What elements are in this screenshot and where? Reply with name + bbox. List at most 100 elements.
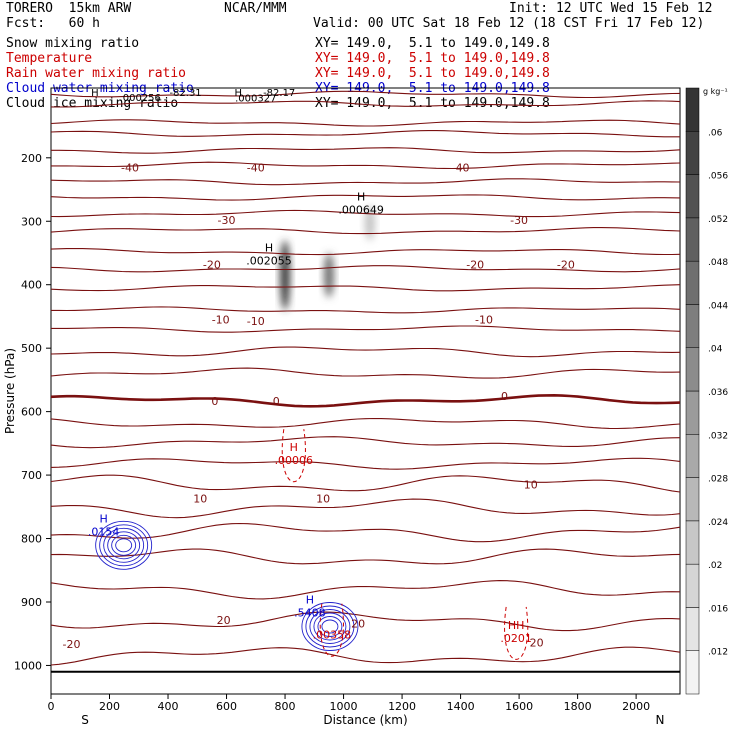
temperature-contour [50, 130, 680, 138]
top-label: .000327 [235, 94, 276, 105]
y-axis-label: Pressure (hPa) [3, 348, 17, 434]
temperature-contour [50, 194, 681, 201]
top-label: -82.31 [169, 88, 201, 99]
y-tick-label: 600 [21, 406, 42, 419]
colorbar-segment [685, 434, 700, 478]
y-tick-label: 900 [21, 596, 42, 609]
temperature-label: 10 [193, 493, 207, 506]
cloud-water-contour [115, 538, 133, 553]
temperature-contour [50, 646, 681, 666]
north-label: N [656, 713, 665, 727]
temperature-contour [50, 393, 681, 408]
temperature-contour [50, 498, 681, 519]
x-tick-label: 600 [216, 700, 237, 713]
valid-time: Valid: 00 UTC Sat 18 Feb 12 (18 CST Fri … [313, 16, 705, 31]
extremum-letter: H [357, 191, 365, 204]
extremum-value: .00006 [275, 454, 314, 467]
temperature-label: 0 [501, 390, 508, 403]
x-axis-label: Distance (km) [323, 713, 407, 727]
temperature-label: 20 [351, 618, 365, 631]
extremum-value: .0201 [500, 632, 532, 645]
temperature-label: 10 [316, 493, 330, 506]
temperature-label: -10 [212, 314, 230, 327]
colorbar-segment [685, 217, 700, 262]
y-tick-label: 200 [21, 152, 42, 165]
legend-snow: Snow mixing ratio [6, 36, 140, 51]
colorbar-segment [685, 260, 700, 305]
temperature-label: -10 [247, 315, 265, 328]
cloud-water-contour [321, 619, 339, 634]
temperature-label: -40 [247, 161, 265, 174]
temperature-contour [50, 209, 681, 218]
colorbar-segment [685, 131, 700, 175]
x-tick-label: 1200 [388, 700, 416, 713]
extremum-letter: H [290, 441, 298, 454]
temperature-label: 10 [524, 479, 538, 492]
init-time: Init: 12 UTC Wed 15 Feb 12 [509, 1, 713, 16]
x-tick-label: 1400 [447, 700, 475, 713]
colorbar-segment [685, 650, 700, 695]
colorbar-tick-label: .032 [708, 431, 728, 441]
colorbar-tick-label: .012 [708, 648, 728, 658]
colorbar-segment [685, 347, 700, 392]
extremum-value: .000649 [338, 204, 384, 217]
temperature-label: -30 [218, 214, 236, 227]
temperature-contour [50, 611, 681, 632]
cloud-water-contour [305, 605, 355, 648]
temperature-contour [50, 227, 681, 235]
colorbar-segment [685, 563, 700, 608]
temperature-label: -20 [557, 258, 575, 271]
legend-snow-xy: XY= 149.0, 5.1 to 149.0,149.8 [315, 36, 550, 51]
colorbar-segment [685, 520, 700, 565]
top-label: H [234, 88, 242, 99]
colorbar-segment [685, 87, 700, 132]
ice-shading [323, 252, 334, 298]
temperature-contour [51, 325, 681, 333]
temperature-label: -20 [203, 258, 221, 271]
x-tick-label: 200 [99, 700, 120, 713]
colorbar-segment [685, 477, 700, 522]
y-tick-label: 500 [21, 342, 42, 355]
temperature-contour [50, 474, 681, 493]
temperature-contour [50, 265, 681, 273]
temperature-label: -30 [510, 214, 528, 227]
temperature-contour [50, 457, 681, 470]
cloud-water-contour [95, 520, 153, 570]
colorbar-unit: g kg⁻¹ [703, 87, 728, 96]
legend-cloud-ice: Cloud ice mixing ratio [6, 96, 179, 111]
temperature-label: 0 [211, 395, 218, 408]
x-tick-label: 0 [48, 700, 55, 713]
extremum-value: .00358 [313, 629, 352, 642]
extremum-value: .002055 [246, 254, 292, 267]
legend-cloud-ice-xy: XY= 149.0, 5.1 to 149.0,149.8 [315, 96, 550, 111]
temperature-contour [50, 346, 681, 358]
y-tick-label: 800 [21, 533, 42, 546]
top-label: H [91, 88, 99, 99]
temperature-contour [50, 90, 681, 99]
y-tick-label: 300 [21, 215, 42, 228]
x-tick-label: 2000 [622, 700, 650, 713]
x-tick-label: 1800 [564, 700, 592, 713]
temperature-label: -40 [121, 161, 139, 174]
colorbar-segment [685, 390, 700, 435]
cloud-water-contour [103, 527, 145, 563]
rain-contour [504, 606, 529, 660]
extremum-letter: H [100, 512, 108, 525]
x-tick-label: 1600 [505, 700, 533, 713]
colorbar-tick-label: .024 [708, 518, 728, 528]
temperature-contour [50, 522, 681, 543]
temperature-contour [50, 417, 681, 430]
temperature-label: 0 [273, 395, 280, 408]
x-tick-label: 1000 [330, 700, 358, 713]
plot-area [50, 87, 681, 695]
temperature-contour [50, 178, 681, 186]
organization-title: NCAR/MMM [224, 1, 287, 16]
temperature-contour [50, 100, 681, 108]
colorbar-tick-label: .048 [708, 258, 728, 268]
top-label: -82.17 [263, 88, 295, 99]
temperature-contour [50, 580, 681, 600]
cloud-water-contour [313, 612, 347, 641]
legend-temperature-xy: XY= 149.0, 5.1 to 149.0,149.8 [315, 51, 550, 66]
south-label: S [81, 713, 89, 727]
rain-contour [319, 603, 344, 657]
